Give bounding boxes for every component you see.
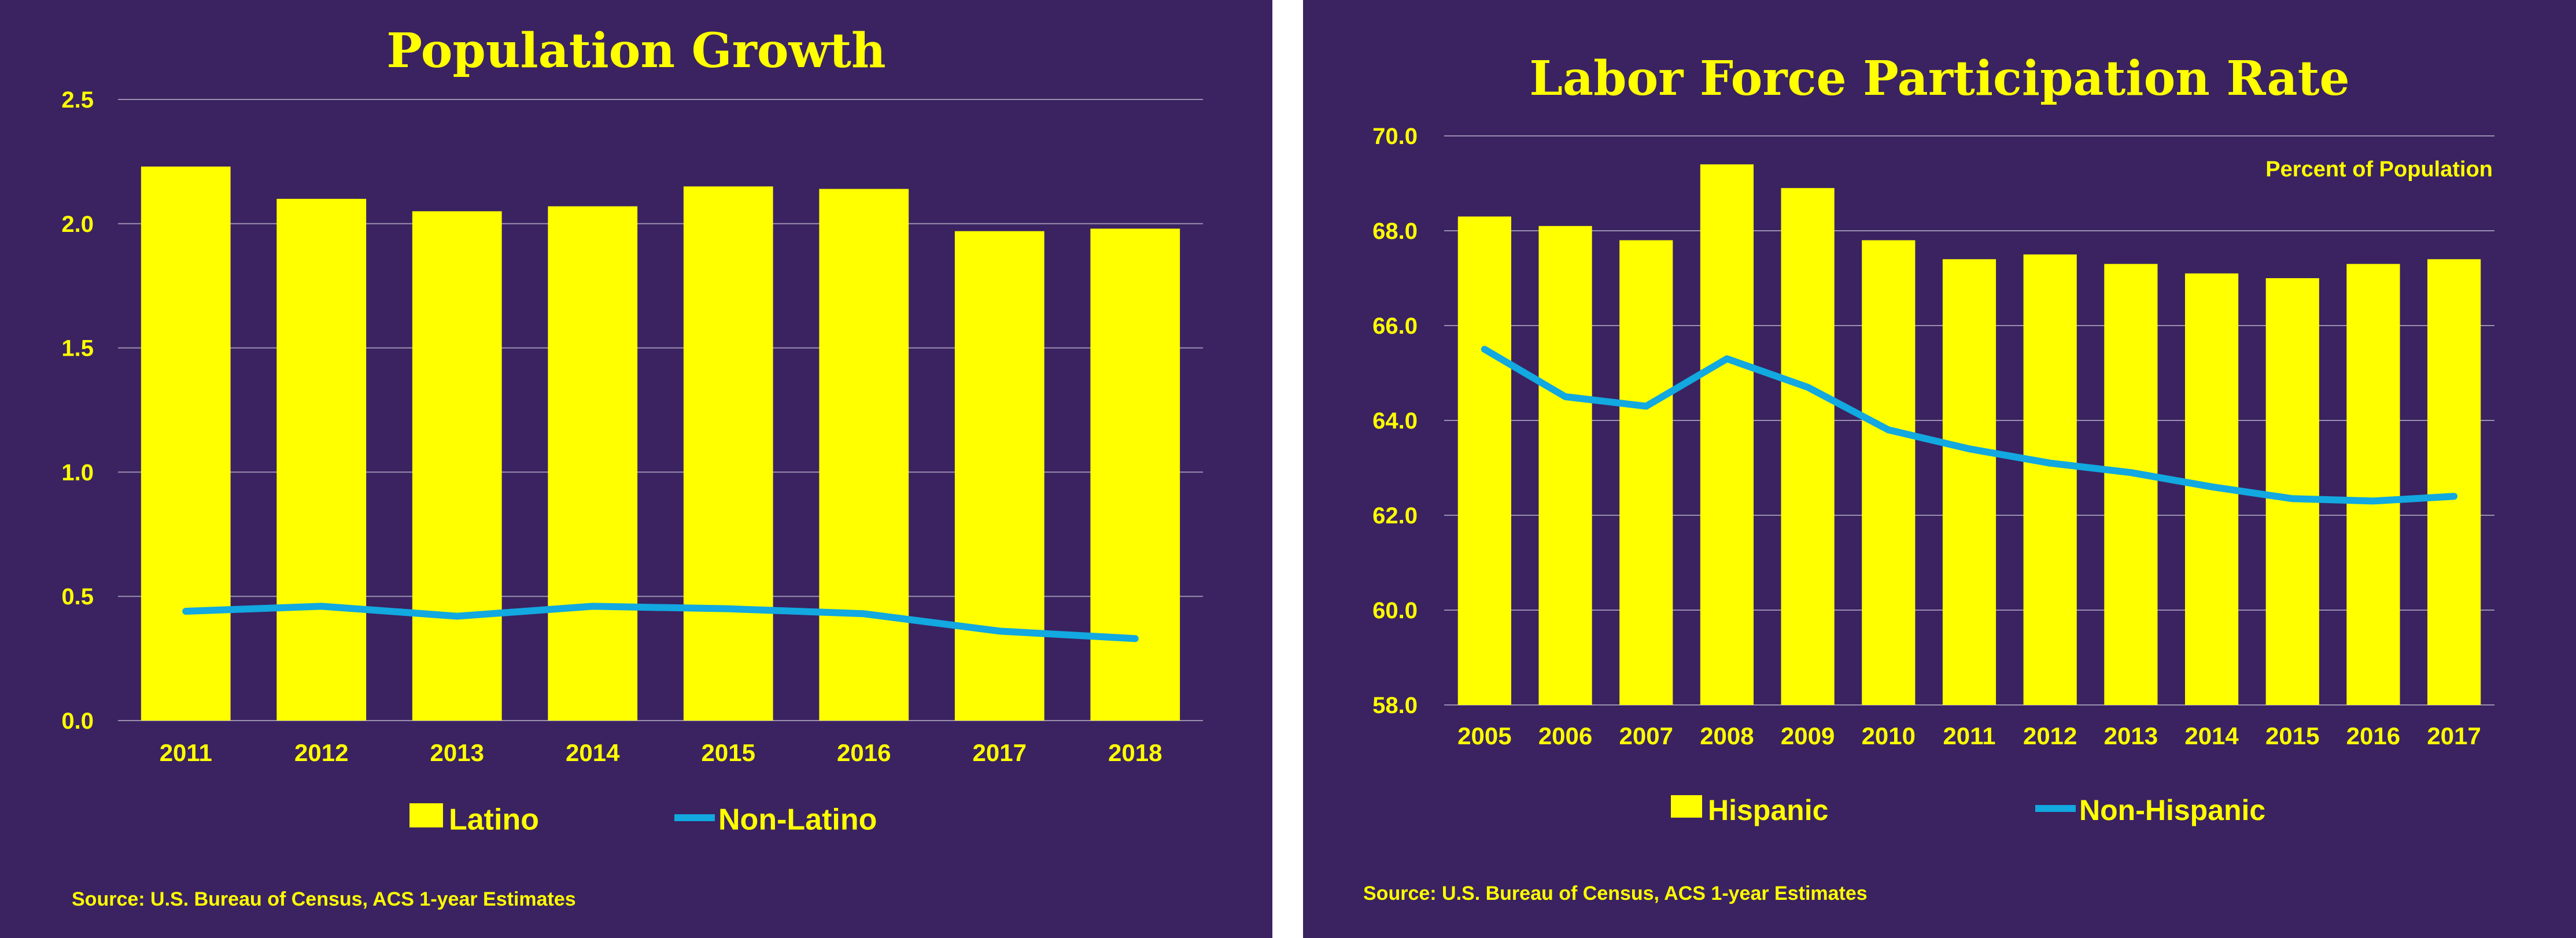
bar-latino (683, 186, 773, 721)
legend-label: Latino (449, 803, 539, 837)
legend-swatch-bar (409, 803, 443, 828)
x-tick-label: 2007 (1619, 722, 1673, 749)
line-point (2371, 499, 2375, 503)
bar-latino (819, 189, 909, 721)
x-tick-label: 2012 (294, 739, 348, 766)
y-tick-label: 1.5 (61, 336, 94, 361)
line-point (2210, 485, 2214, 489)
line-point (1968, 447, 1971, 451)
line-point (1725, 357, 1729, 361)
line-point (1563, 395, 1567, 398)
y-tick-label: 1.0 (61, 460, 94, 485)
source-note: Source: U.S. Bureau of Census, ACS 1-yea… (72, 888, 576, 910)
bar-latino (412, 211, 502, 721)
line-point (2048, 461, 2052, 465)
bar-hispanic (2346, 264, 2400, 705)
bar-latino (1090, 228, 1180, 721)
x-tick-label: 2017 (973, 739, 1027, 766)
line-point (1133, 637, 1137, 641)
y-tick-label: 60.0 (1372, 598, 1418, 623)
labor-force-chart: 58.0 60.0 62.0 64.0 66.0 68.0 70.0 2005 2006 2007… (1372, 124, 2494, 826)
legend-label: Non-Latino (718, 803, 877, 837)
bar-latino (276, 198, 367, 721)
chart-title: Population Growth (386, 23, 886, 79)
bar-hispanic (1781, 188, 1835, 705)
x-tick-label: 2005 (1457, 722, 1511, 749)
line-point (726, 607, 730, 611)
x-tick-label: 2006 (1538, 722, 1592, 749)
population-growth-chart: 0.0 0.5 1.0 1.5 2.0 2.5 2011 2012 2013 2014 2015 20… (61, 87, 1203, 837)
x-tick-label: 2015 (2265, 722, 2319, 749)
line-point (591, 604, 595, 608)
population-growth-panel: Population Growth 0.0 0.5 1.0 1.5 2.0 2.5 2011… (0, 0, 1272, 938)
bar-hispanic (2265, 278, 2319, 705)
legend-label: Hispanic (1708, 794, 1828, 826)
line-point (1887, 428, 1891, 432)
x-tick-label: 2011 (1943, 722, 1995, 749)
bar-hispanic (1457, 216, 1511, 705)
x-tick-label: 2009 (1781, 722, 1835, 749)
x-tick-label: 2010 (1862, 722, 1916, 749)
source-note: Source: U.S. Bureau of Census, ACS 1-yea… (1363, 882, 1868, 904)
bar-hispanic (2427, 259, 2481, 705)
bar-hispanic (1862, 240, 1916, 705)
bar-hispanic (1700, 164, 1754, 705)
y-tick-label: 0.0 (61, 708, 94, 734)
x-tick-label: 2017 (2427, 722, 2481, 749)
y-tick-label: 66.0 (1372, 313, 1418, 339)
y-tick-label: 64.0 (1372, 408, 1418, 434)
legend-label: Non-Hispanic (2079, 794, 2265, 826)
bar-hispanic (2104, 264, 2158, 705)
x-tick-label: 2018 (1108, 739, 1162, 766)
bar-hispanic (1538, 226, 1592, 705)
line-point (184, 609, 188, 613)
line-point (2129, 471, 2133, 475)
line-point (862, 612, 866, 616)
y-tick-label: 68.0 (1372, 219, 1418, 244)
line-point (998, 629, 1002, 633)
bar-hispanic (2023, 254, 2077, 705)
bar-latino (954, 231, 1045, 721)
bar-latino (548, 206, 638, 721)
bar-hispanic (1942, 259, 1996, 705)
x-tick-label: 2011 (160, 739, 212, 766)
x-tick-label: 2015 (702, 739, 755, 766)
labor-force-panel: Labor Force Participation Rate Percent o… (1303, 0, 2576, 938)
x-tick-label: 2016 (837, 739, 891, 766)
x-tick-label: 2014 (2184, 722, 2239, 749)
line-point (319, 604, 323, 608)
x-tick-label: 2013 (430, 739, 484, 766)
x-tick-label: 2016 (2346, 722, 2400, 749)
line-point (1644, 404, 1648, 408)
x-tick-label: 2014 (566, 739, 620, 766)
chart-title: Labor Force Participation Rate (1529, 51, 2350, 106)
y-tick-label: 58.0 (1372, 693, 1418, 718)
line-point (1806, 385, 1810, 389)
series-line-non-latino (182, 603, 1139, 642)
x-tick-label: 2013 (2104, 722, 2158, 749)
line-point (1482, 348, 1486, 351)
y-tick-label: 2.5 (61, 87, 94, 113)
y-tick-label: 2.0 (61, 212, 94, 237)
x-tick-label: 2008 (1700, 722, 1754, 749)
unit-note: Percent of Population (2265, 157, 2493, 182)
line-point (455, 614, 459, 618)
y-tick-label: 0.5 (61, 584, 94, 610)
y-tick-label: 62.0 (1372, 503, 1418, 529)
bar-latino (141, 166, 231, 721)
line-point (2452, 494, 2456, 498)
line-point (2290, 497, 2294, 501)
bar-hispanic (1619, 240, 1673, 705)
y-tick-label: 70.0 (1372, 124, 1418, 149)
legend-swatch-bar (1671, 795, 1702, 818)
x-tick-label: 2012 (2023, 722, 2077, 749)
